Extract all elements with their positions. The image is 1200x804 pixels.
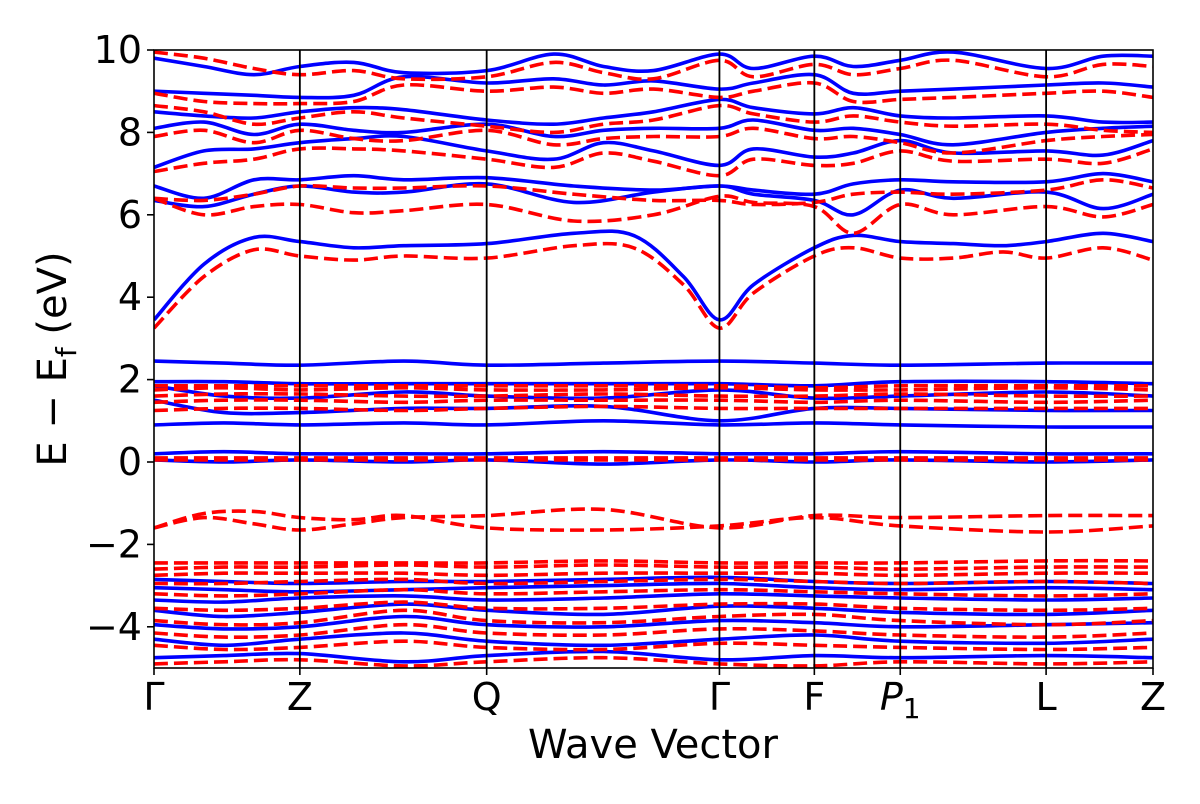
spin-down-band-5 xyxy=(154,587,1153,598)
spin-up-band-3 xyxy=(154,602,1153,619)
spin-up-band-4 xyxy=(154,591,1153,604)
y-tick-label-3: 2 xyxy=(118,358,142,402)
spin-down-band-6 xyxy=(154,577,1153,586)
y-axis: −4 −2 0 2 4 6 8 10 xyxy=(86,28,154,649)
spin-down-band-0 xyxy=(154,655,1153,668)
spin-down-band-14 xyxy=(154,404,1153,413)
y-axis-title-sub: f xyxy=(50,346,83,357)
spin-down-band-9 xyxy=(154,558,1153,565)
spin-up-band-14 xyxy=(154,229,1153,322)
spin-up-series xyxy=(154,50,1153,664)
y-tick-label-1: −2 xyxy=(86,522,142,566)
spin-up-band-6 xyxy=(154,575,1153,586)
y-axis-title-unit: (eV) xyxy=(30,251,76,347)
spin-down-band-2 xyxy=(154,622,1153,639)
bands-layer xyxy=(154,50,1153,668)
spin-down-band-15 xyxy=(154,398,1153,405)
spin-up-band-8 xyxy=(154,449,1153,456)
spin-up-band-12 xyxy=(154,379,1153,388)
spin-down-band-8 xyxy=(154,563,1153,571)
spin-down-band-11 xyxy=(154,509,1153,534)
y-tick-label-4: 4 xyxy=(118,275,142,319)
x-tick-label-6: L xyxy=(1036,675,1057,719)
x-tick-label-5: P1 xyxy=(880,675,921,725)
y-tick-label-2: 0 xyxy=(118,440,142,484)
y-tick-label-5: 6 xyxy=(118,193,142,237)
x-tick-label-3: Γ xyxy=(709,675,730,719)
spin-down-band-4 xyxy=(154,600,1153,613)
x-axis-title: Wave Vector xyxy=(528,722,779,768)
x-tick-label-main-5: P xyxy=(880,675,903,719)
y-tick-label-6: 8 xyxy=(118,110,142,154)
spin-down-series xyxy=(154,50,1153,668)
x-tick-label-7: Z xyxy=(1140,675,1166,719)
spin-down-band-19 xyxy=(154,241,1153,330)
y-tick-label-0: −4 xyxy=(86,605,142,649)
spin-up-band-2 xyxy=(154,614,1153,631)
plot-frame xyxy=(153,49,1154,669)
spin-down-band-18 xyxy=(154,383,1153,390)
spin-down-band-1 xyxy=(154,639,1153,652)
spin-down-band-16 xyxy=(154,391,1153,399)
spin-up-band-1 xyxy=(154,631,1153,648)
spin-down-band-10 xyxy=(154,507,1153,532)
spin-down-band-3 xyxy=(154,608,1153,627)
spin-down-band-7 xyxy=(154,571,1153,578)
x-tick-label-2: Q xyxy=(472,675,502,719)
x-tick-label-0: Γ xyxy=(143,675,164,719)
x-axis: Γ Z Q Γ F P1 L Z xyxy=(143,668,1166,725)
y-axis-title: E − Ef (eV) xyxy=(30,251,83,466)
spin-up-band-0 xyxy=(154,649,1153,664)
spin-up-band-13 xyxy=(154,359,1153,368)
y-tick-label-7: 10 xyxy=(94,28,142,72)
kpoint-lines xyxy=(298,50,1048,668)
x-tick-label-1: Z xyxy=(287,675,313,719)
x-tick-label-4: F xyxy=(803,675,825,719)
spin-up-band-9 xyxy=(154,419,1153,429)
x-tick-label-sub-5: 1 xyxy=(903,692,921,725)
y-axis-title-main: E − E xyxy=(30,357,76,467)
spin-down-band-17 xyxy=(154,386,1153,392)
spin-up-band-5 xyxy=(154,581,1153,594)
